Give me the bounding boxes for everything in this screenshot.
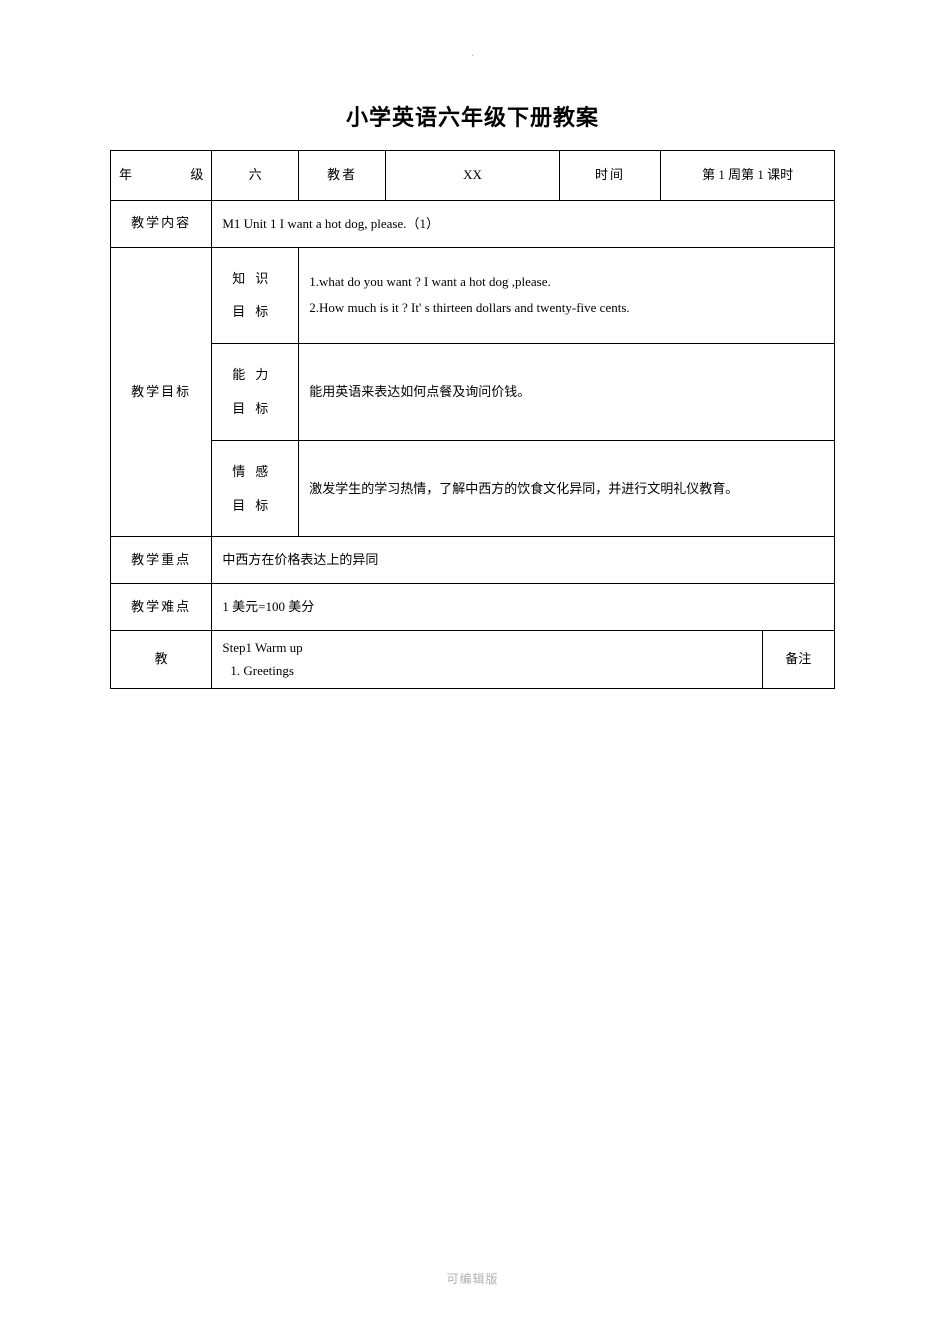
knowledge-line2: 2.How much is it ? It' s thirteen dollar… <box>309 295 826 321</box>
footer-text: 可编辑版 <box>0 1270 945 1287</box>
emotion-row: 情感 目标 激发学生的学习热情，了解中西方的饮食文化异同，并进行文明礼仪教育。 <box>111 440 835 537</box>
process-steps: Step1 Warm up 1. Greetings <box>212 631 762 688</box>
notes-label: 备注 <box>762 631 834 688</box>
difficulty-label: 教学难点 <box>111 584 212 631</box>
teacher-label: 教者 <box>299 151 386 201</box>
grade-label: 年级 <box>111 151 212 201</box>
content-label: 教学内容 <box>111 200 212 247</box>
step1-item: 1. Greetings <box>222 660 751 682</box>
ability-label-line2: 目标 <box>220 392 290 426</box>
lesson-plan-table: 年级 六 教者 XX 时间 第 1 周第 1 课时 教学内容 M1 Unit 1… <box>110 150 835 689</box>
emotion-label: 情感 目标 <box>212 440 299 537</box>
keypoint-label: 教学重点 <box>111 537 212 584</box>
time-label: 时间 <box>559 151 660 201</box>
page-container: 小学英语六年级下册教案 年级 六 教者 XX 时间 第 1 周第 1 课时 教学… <box>0 0 945 689</box>
emotion-label-line1: 情感 <box>220 455 290 489</box>
document-title: 小学英语六年级下册教案 <box>110 100 835 132</box>
ability-label-line1: 能力 <box>220 358 290 392</box>
process-row: 教 Step1 Warm up 1. Greetings 备注 <box>111 631 835 688</box>
process-label: 教 <box>111 631 212 688</box>
knowledge-line1: 1.what do you want ? I want a hot dog ,p… <box>309 269 826 295</box>
page-mark: . <box>471 48 474 59</box>
step1: Step1 Warm up <box>222 637 751 659</box>
ability-label: 能力 目标 <box>212 344 299 441</box>
content-value: M1 Unit 1 I want a hot dog, please.（1） <box>212 200 835 247</box>
ability-content: 能用英语来表达如何点餐及询问价钱。 <box>299 344 835 441</box>
difficulty-row: 教学难点 1 美元=100 美分 <box>111 584 835 631</box>
knowledge-label-line2: 目标 <box>220 295 290 329</box>
keypoint-row: 教学重点 中西方在价格表达上的异同 <box>111 537 835 584</box>
knowledge-label-line1: 知识 <box>220 262 290 296</box>
difficulty-value: 1 美元=100 美分 <box>212 584 835 631</box>
emotion-label-line2: 目标 <box>220 489 290 523</box>
ability-row: 能力 目标 能用英语来表达如何点餐及询问价钱。 <box>111 344 835 441</box>
content-row: 教学内容 M1 Unit 1 I want a hot dog, please.… <box>111 200 835 247</box>
time-value: 第 1 周第 1 课时 <box>661 151 835 201</box>
knowledge-content: 1.what do you want ? I want a hot dog ,p… <box>299 247 835 344</box>
grade-value: 六 <box>212 151 299 201</box>
emotion-content: 激发学生的学习热情，了解中西方的饮食文化异同，并进行文明礼仪教育。 <box>299 440 835 537</box>
keypoint-value: 中西方在价格表达上的异同 <box>212 537 835 584</box>
teacher-value: XX <box>386 151 560 201</box>
knowledge-label: 知识 目标 <box>212 247 299 344</box>
header-row: 年级 六 教者 XX 时间 第 1 周第 1 课时 <box>111 151 835 201</box>
knowledge-row: 教学目标 知识 目标 1.what do you want ? I want a… <box>111 247 835 344</box>
objectives-label: 教学目标 <box>111 247 212 537</box>
